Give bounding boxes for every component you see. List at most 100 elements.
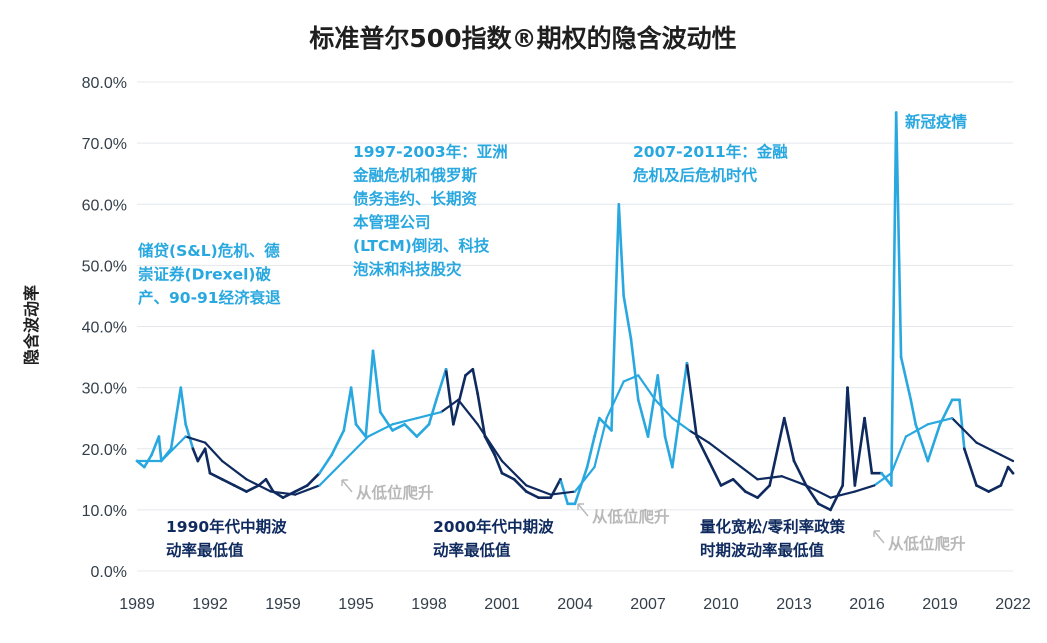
annotation-line: 本管理公司 — [353, 213, 431, 232]
trend-line-segment — [756, 475, 783, 481]
vol-point — [549, 496, 552, 499]
x-tick-label: 2022 — [995, 596, 1031, 613]
vol-point — [349, 386, 353, 389]
trend-line-segment — [904, 423, 929, 438]
vol-line-segment — [379, 410, 394, 432]
trend-point — [637, 374, 640, 377]
arrow-up-icon — [341, 479, 353, 493]
vol-line-segment — [306, 471, 321, 487]
trend-point — [622, 380, 625, 383]
vol-line-segment — [1006, 465, 1015, 475]
vol-point — [306, 484, 309, 487]
vol-line-segment — [768, 416, 786, 487]
trend-line-segment — [805, 484, 832, 499]
y-tick-label: 10.0% — [82, 503, 127, 520]
vol-point — [354, 423, 358, 426]
vol-line-segment — [890, 111, 898, 487]
trend-point — [707, 441, 710, 444]
vol-point — [196, 459, 200, 463]
trend-line-segment — [184, 435, 207, 444]
vol-line-segment — [622, 294, 633, 341]
trend-point — [605, 417, 608, 420]
vol-point — [566, 502, 569, 506]
vol-point — [894, 111, 898, 114]
vol-point — [846, 386, 849, 389]
x-tick-label: 1992 — [192, 596, 228, 613]
trend-line-segment — [622, 374, 640, 383]
vol-line-segment — [646, 374, 660, 438]
vol-point — [756, 496, 759, 499]
y-tick-label: 20.0% — [82, 442, 127, 459]
vol-point — [371, 349, 375, 353]
trend-point — [805, 484, 808, 487]
annotation-line: 1990年代中期波 — [166, 517, 287, 536]
vol-point — [184, 423, 187, 426]
chart-title: 标准普尔500指数®期权的隐含波动性 — [309, 24, 736, 53]
annotation-line: 量化宽松/零利率政策 — [700, 517, 846, 536]
x-tick-label: 1989 — [119, 596, 155, 613]
annotation-line: 产、90-91经济衰退 — [138, 288, 281, 307]
vol-point — [782, 416, 786, 420]
annotation-line: 2007-2011年：金融 — [633, 142, 788, 161]
trend-point — [873, 484, 876, 487]
trend-line-segment — [160, 447, 175, 463]
vol-line-segment — [245, 484, 260, 493]
vol-line-segment — [593, 416, 601, 438]
vol-point — [379, 410, 382, 414]
x-tick-label: 2013 — [776, 596, 812, 613]
trend-point — [951, 417, 954, 420]
vol-point — [817, 502, 820, 506]
vol-line-segment — [444, 367, 455, 426]
vol-line-segment — [371, 349, 382, 414]
annotation-line: 债务违约、长期资 — [353, 189, 478, 208]
vol-line-segment — [610, 202, 621, 432]
vol-point — [208, 471, 212, 475]
vol-point — [768, 484, 771, 487]
vol-line-segment — [792, 459, 808, 487]
vol-point — [245, 490, 248, 493]
vol-point — [622, 294, 625, 298]
vol-point — [663, 435, 667, 438]
vol-point — [987, 490, 990, 493]
trend-line-segment — [951, 417, 978, 444]
vol-line-segment — [464, 367, 475, 377]
vol-line-segment — [804, 484, 820, 506]
trend-point — [904, 435, 908, 438]
vol-point — [975, 484, 978, 487]
vol-point — [471, 367, 475, 371]
vol-point — [444, 367, 448, 371]
trend-line-segment — [549, 490, 577, 496]
vol-line-segment — [349, 386, 358, 426]
trend-line-segment — [500, 459, 528, 487]
vol-line-segment — [293, 484, 309, 493]
vol-point — [899, 355, 903, 359]
trend-point — [184, 435, 187, 438]
vol-point — [179, 386, 183, 389]
vol-line-segment — [342, 386, 353, 432]
vol-line-segment — [476, 392, 487, 438]
vol-point — [685, 361, 689, 365]
vol-point — [435, 398, 438, 402]
vol-point — [656, 374, 660, 377]
trend-point — [975, 441, 978, 444]
vol-line-segment — [179, 386, 187, 426]
trend-line-segment — [457, 398, 479, 426]
vol-point — [318, 471, 321, 475]
vol-point — [909, 398, 913, 402]
vol-line-segment — [391, 422, 406, 432]
vol-line-segment — [512, 478, 528, 493]
trend-line-segment — [688, 429, 710, 444]
trend-point — [391, 423, 394, 426]
vol-line-segment — [471, 367, 479, 396]
vol-line-segment — [403, 422, 419, 438]
x-tick-label: 1998 — [411, 596, 447, 613]
vol-line-segment — [415, 422, 431, 438]
vol-point — [342, 429, 346, 432]
vol-line-segment — [817, 502, 832, 512]
trend-point — [221, 459, 224, 463]
trend-point — [780, 475, 783, 478]
vol-line-segment — [671, 361, 689, 469]
vol-point — [610, 429, 613, 432]
vol-line-segment — [975, 484, 990, 493]
trend-line-segment — [890, 435, 908, 475]
